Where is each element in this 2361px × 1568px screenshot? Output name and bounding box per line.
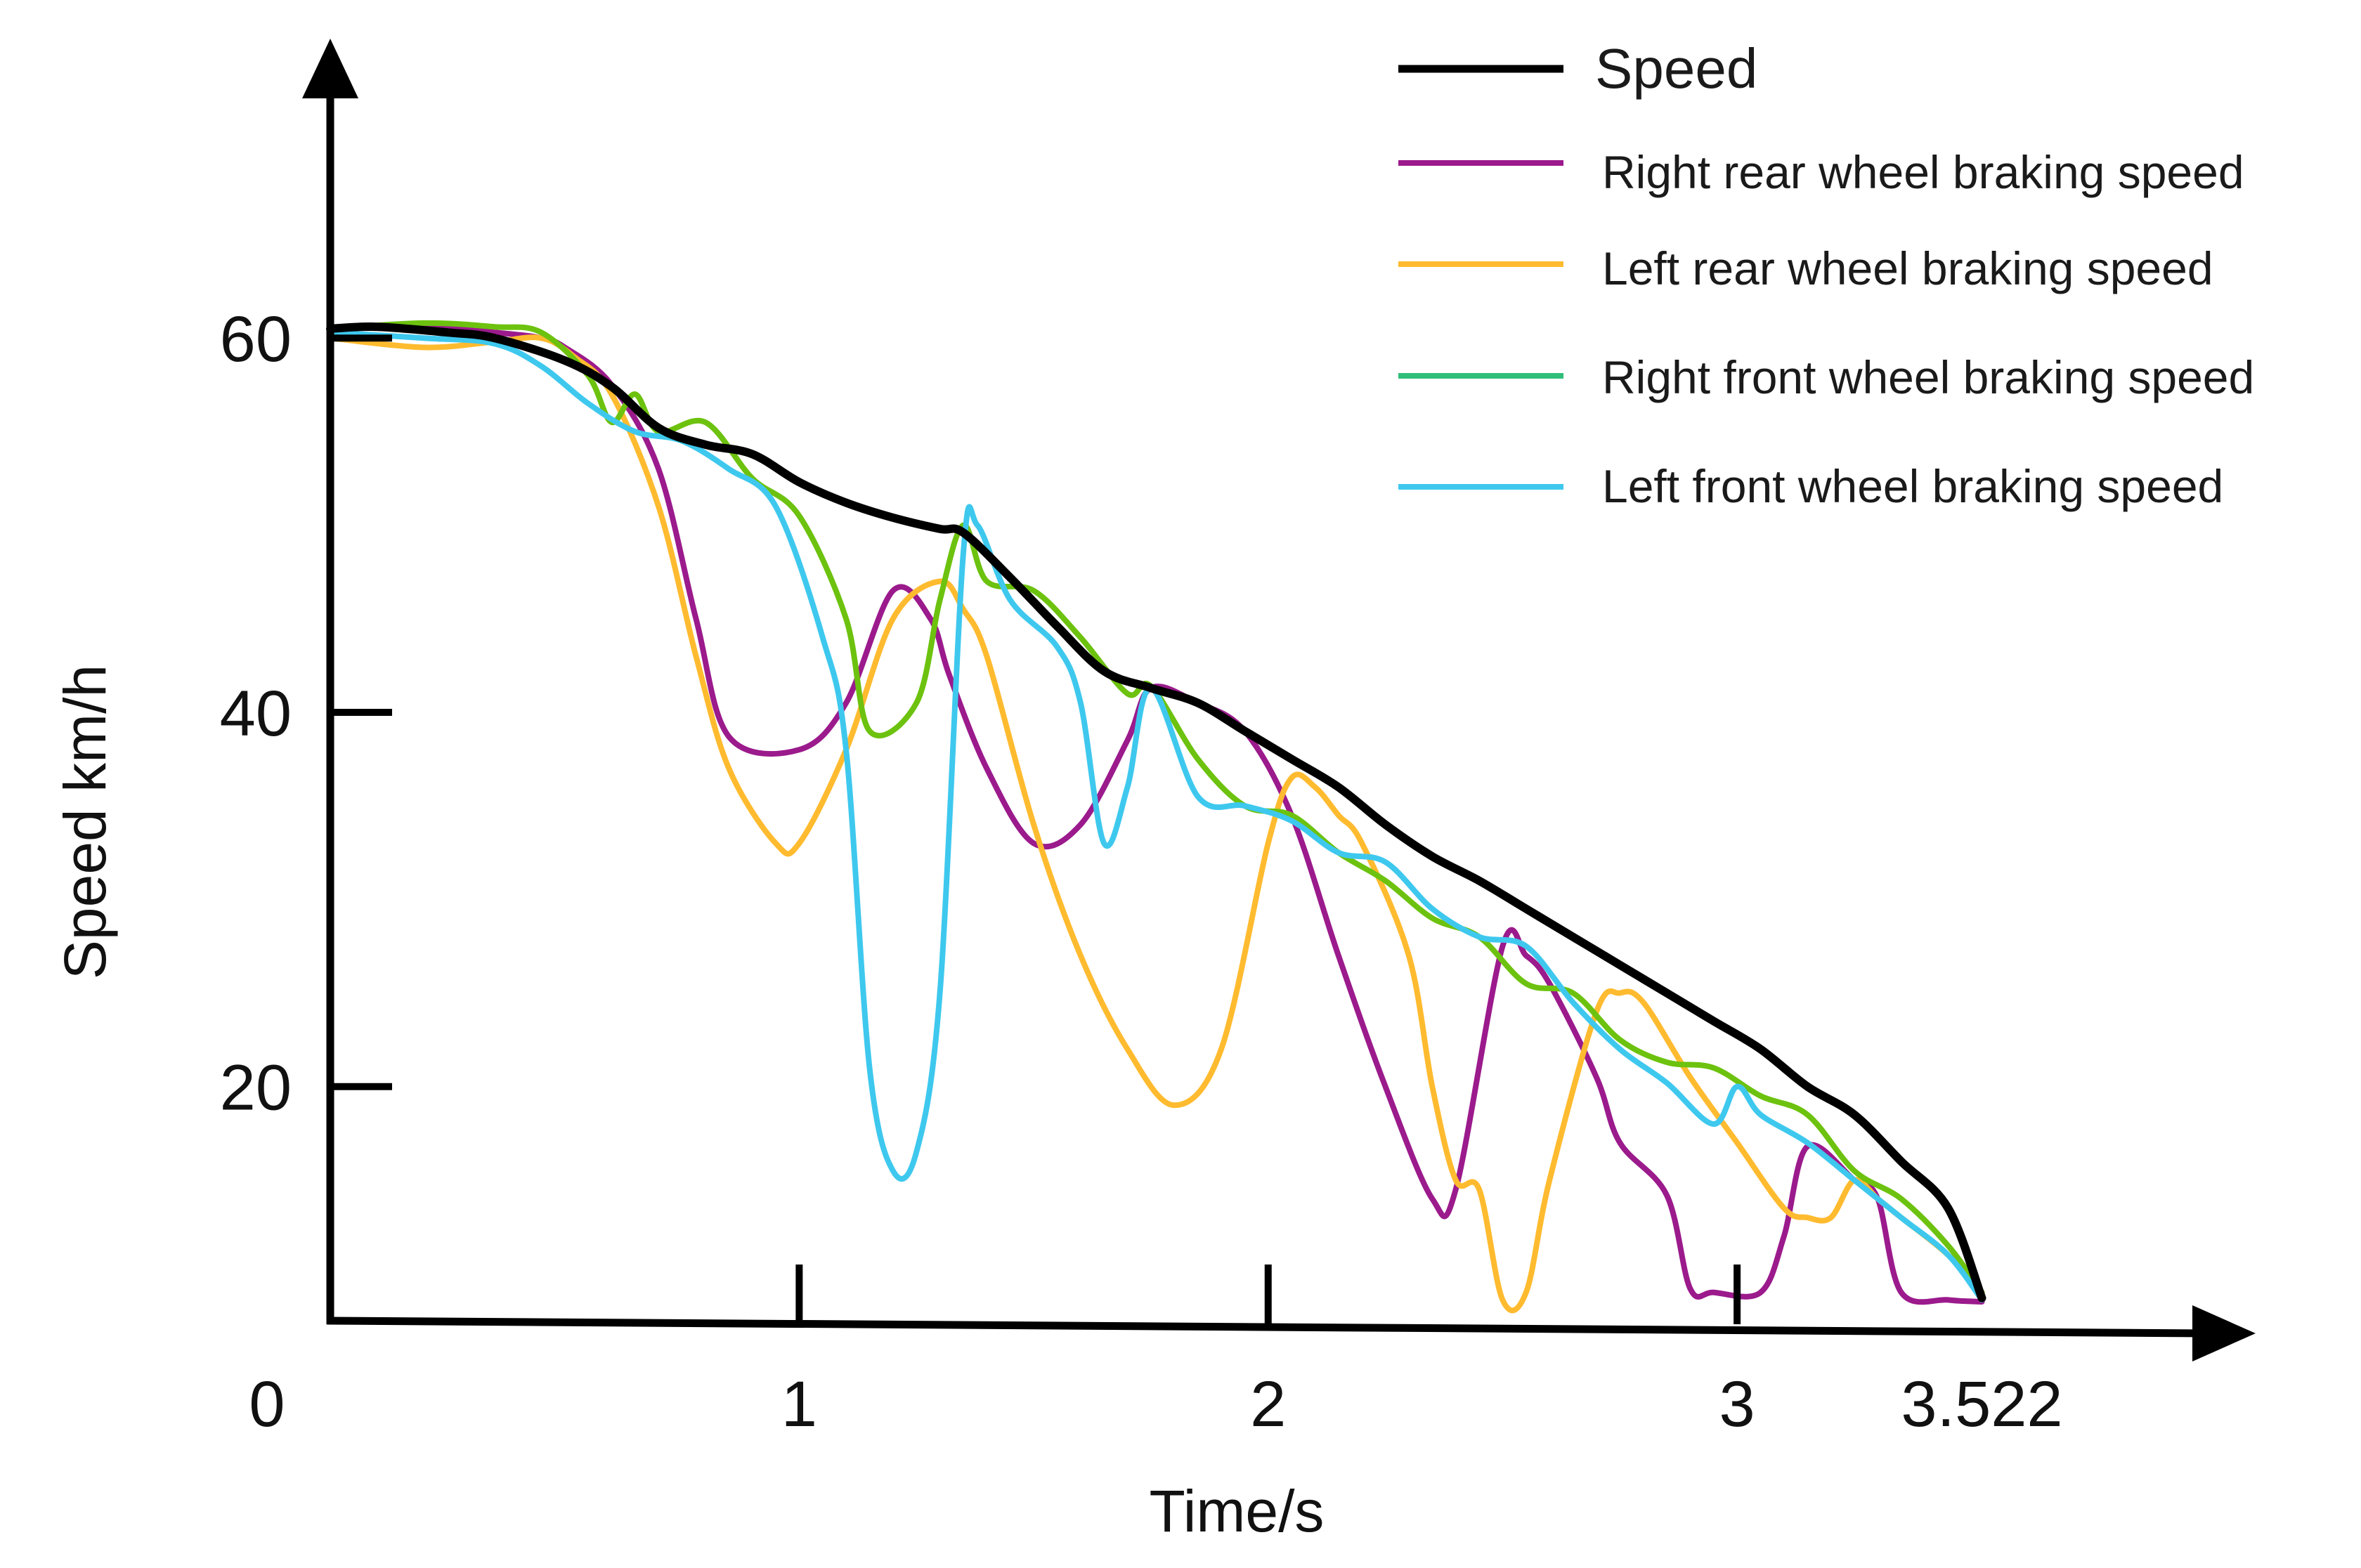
- tick-layer: 20 40 60 0 1 2 3 3.522: [220, 303, 2063, 1440]
- legend-label-right-front: Right front wheel braking speed: [1602, 351, 2254, 403]
- x-tick-label-2: 2: [1250, 1368, 1286, 1440]
- x-tick-label-3: 3: [1719, 1368, 1755, 1440]
- legend-label-speed: Speed: [1595, 37, 1757, 100]
- series-line-speed: [326, 322, 1986, 1302]
- legend-label-left-front: Left front wheel braking speed: [1602, 460, 2223, 512]
- x-axis: [326, 1317, 2207, 1338]
- y-axis-title: Speed km/h: [52, 665, 118, 979]
- series-line-left-rear-wheel-braking-speed: [327, 334, 1985, 1314]
- legend-label-right-rear: Right rear wheel braking speed: [1602, 146, 2244, 198]
- series-line-left-front-wheel-braking-speed: [327, 329, 1985, 1303]
- x-tick-label-3-522: 3.522: [1901, 1368, 2062, 1440]
- x-tick-label-1: 1: [781, 1368, 817, 1440]
- x-axis-title: Time/s: [1150, 1478, 1325, 1544]
- series-line-right-front-wheel-braking-speed: [327, 320, 1985, 1295]
- y-tick-label-60: 60: [220, 303, 292, 375]
- y-tick-label-40: 40: [220, 678, 292, 750]
- y-axis-arrowhead: [302, 39, 358, 98]
- legend-label-left-rear: Left rear wheel braking speed: [1602, 242, 2213, 294]
- x-tick-label-0: 0: [249, 1368, 285, 1440]
- y-tick-label-20: 20: [220, 1052, 292, 1124]
- legend: Speed Right rear wheel braking speed Lef…: [1398, 37, 2254, 512]
- x-axis-arrowhead: [2192, 1305, 2256, 1361]
